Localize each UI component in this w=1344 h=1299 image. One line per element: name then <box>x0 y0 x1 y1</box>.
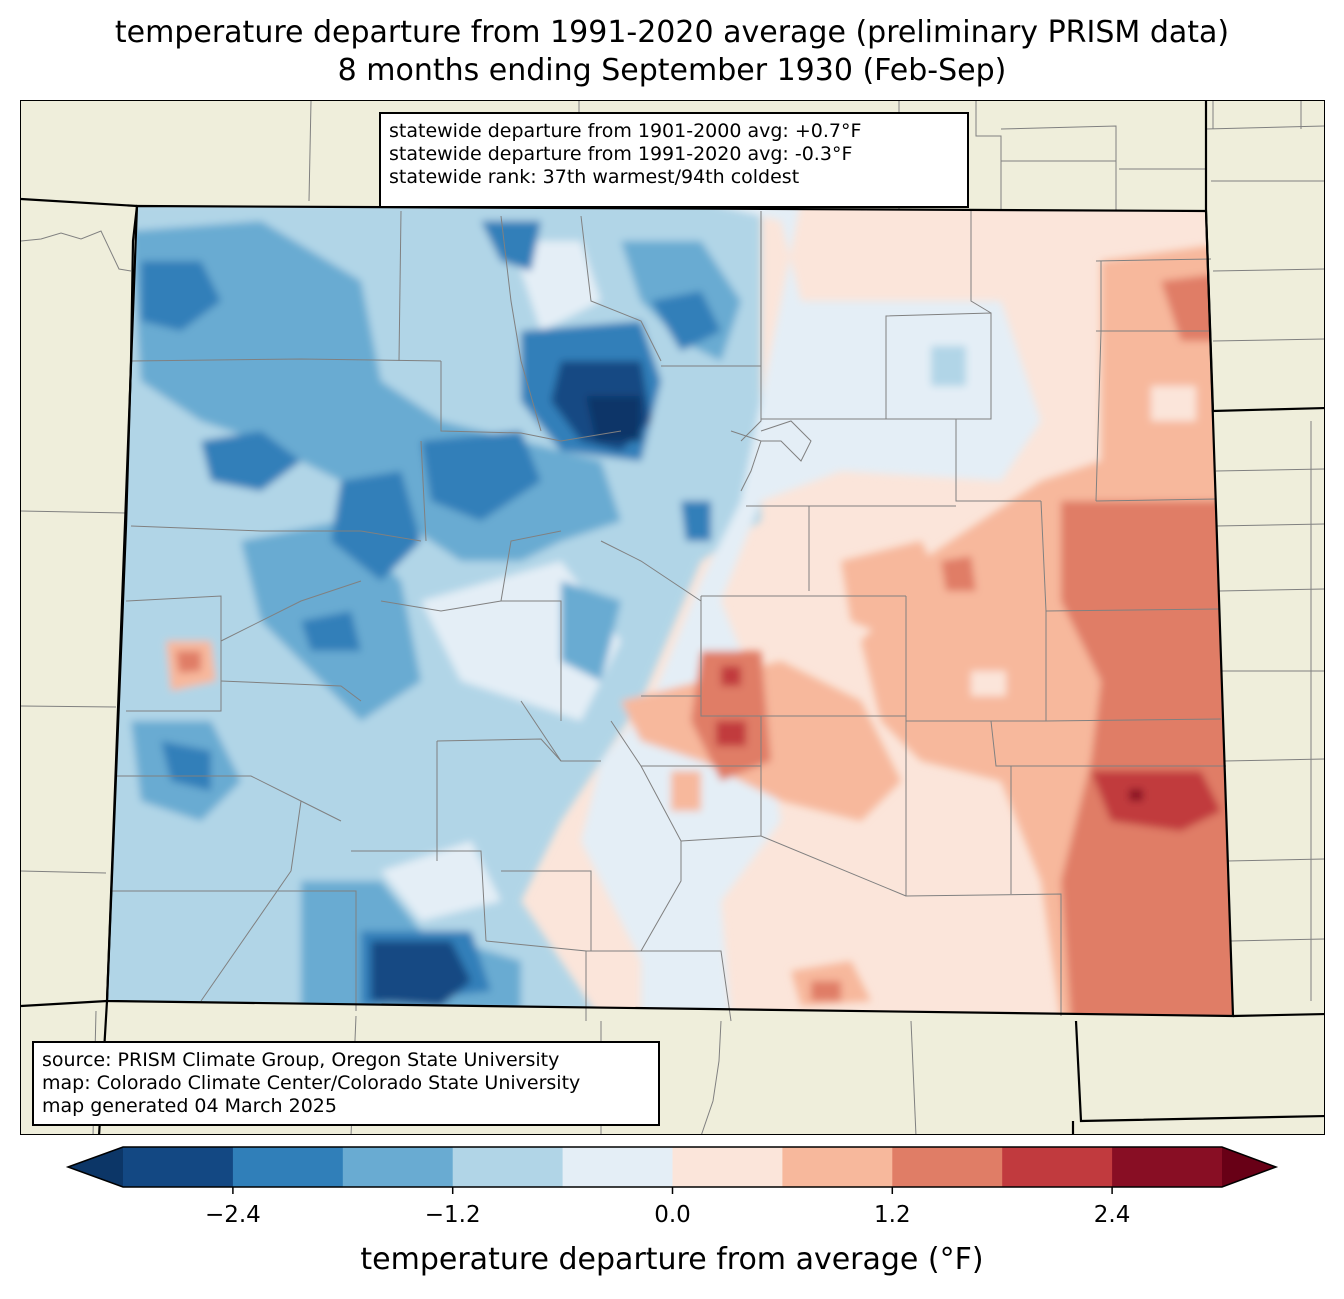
colorbar-bin <box>232 1147 344 1187</box>
colorbar-bin <box>123 1147 234 1187</box>
colorbar-tick-label: −1.2 <box>425 1202 481 1228</box>
source-credits-box: source: PRISM Climate Group, Oregon Stat… <box>32 1041 660 1126</box>
colorbar-bin <box>892 1147 1003 1187</box>
colorbar: −2.4 −1.2 0.0 1.2 2.4 <box>65 1146 1279 1228</box>
source-line: source: PRISM Climate Group, Oregon Stat… <box>42 1049 560 1071</box>
colorbar-under-arrow <box>68 1147 123 1187</box>
stats-rank: statewide rank: 37th warmest/94th coldes… <box>389 166 800 188</box>
county-lines <box>111 210 1226 1022</box>
map-title-line-2: 8 months ending September 1930 (Feb-Sep) <box>337 53 1007 88</box>
stats-departure-1901-2000: statewide departure from 1901-2000 avg: … <box>389 120 862 142</box>
colorbar-bin <box>1002 1147 1113 1187</box>
colorbar-bin <box>782 1147 893 1187</box>
state-borders <box>21 101 1324 1134</box>
colorbar-bin <box>452 1147 564 1187</box>
generated-date-line: map generated 04 March 2025 <box>42 1095 337 1117</box>
colorbar-tick-label: 2.4 <box>1094 1202 1131 1228</box>
colorbar-bin <box>672 1147 783 1187</box>
stats-departure-1991-2020: statewide departure from 1991-2020 avg: … <box>389 143 853 165</box>
colorbar-ticks: −2.4 −1.2 0.0 1.2 2.4 <box>205 1187 1130 1228</box>
map-frame: statewide departure from 1901-2000 avg: … <box>20 100 1325 1135</box>
colorbar-outline <box>65 1146 1279 1188</box>
colorbar-tick-label: −2.4 <box>205 1202 261 1228</box>
map-credit-line: map: Colorado Climate Center/Colorado St… <box>42 1072 581 1094</box>
colorbar-bins <box>65 1146 1279 1188</box>
map-title-line-1: temperature departure from 1991-2020 ave… <box>114 15 1230 50</box>
colorbar-bin <box>1112 1147 1223 1187</box>
colorbar-bin <box>342 1147 454 1187</box>
colorbar-over-arrow <box>1222 1147 1276 1187</box>
statewide-stats-box: statewide departure from 1901-2000 avg: … <box>379 112 969 208</box>
map-canvas <box>21 101 1324 1134</box>
colorbar-tick-label: 1.2 <box>874 1202 911 1228</box>
colorbar-tick-label: 0.0 <box>654 1202 691 1228</box>
colorbar-bin <box>562 1147 673 1187</box>
colorbar-label: temperature departure from average (°F) <box>360 1242 984 1277</box>
temperature-field <box>107 206 1233 1016</box>
